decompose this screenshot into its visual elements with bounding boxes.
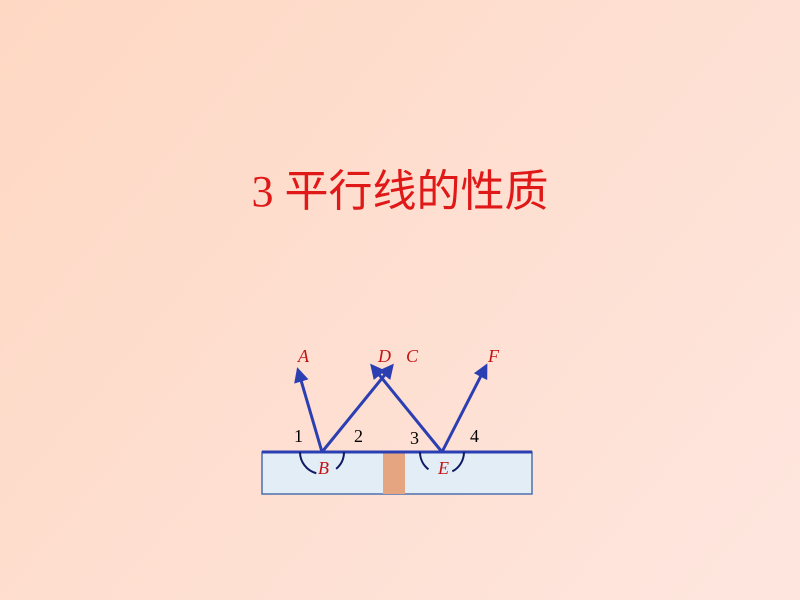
angle-label-1: 1 [294, 426, 303, 446]
plate-slot [383, 452, 405, 494]
diagram: A DC F 1 2 3 4 B E [252, 340, 542, 500]
angle-label-4: 4 [470, 426, 479, 446]
angle-label-2: 2 [354, 426, 363, 446]
ray-label-C: C [406, 346, 419, 366]
ray-F [442, 366, 486, 452]
base-label-E: E [437, 458, 449, 478]
base-label-B: B [318, 458, 329, 478]
page-title: 3 平行线的性质 [0, 155, 800, 219]
ray-C [372, 366, 442, 452]
angle-label-3: 3 [410, 428, 419, 448]
ray-label-A: A [297, 346, 310, 366]
ray-label-F: F [487, 346, 500, 366]
slide: 3 平行线的性质 A DC F 1 2 3 4 B E [0, 0, 800, 600]
ray-label-D: D [377, 346, 391, 366]
